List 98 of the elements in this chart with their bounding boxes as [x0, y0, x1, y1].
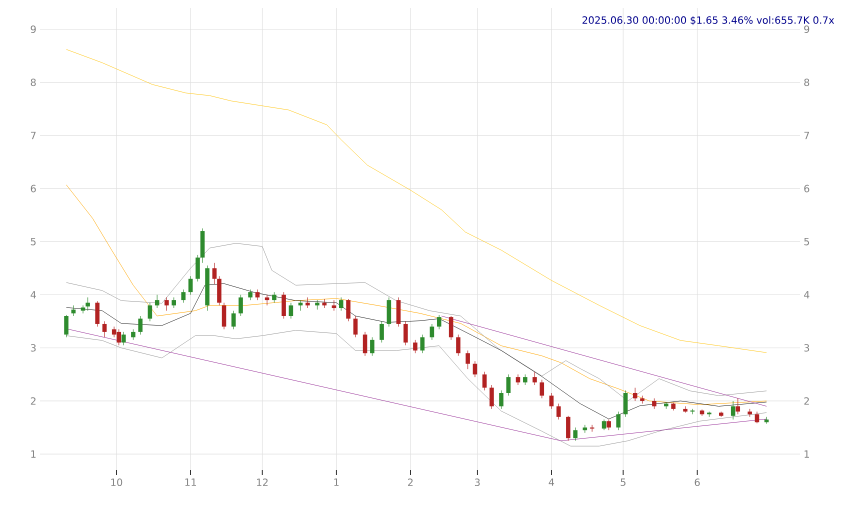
candlestick — [255, 289, 260, 300]
candlestick — [499, 390, 504, 410]
y-tick-label: 8 — [30, 78, 36, 86]
candlestick — [490, 384, 494, 410]
candlestick — [154, 294, 160, 308]
y2-tick-label: 7 — [804, 132, 810, 140]
y-tick-label: 7 — [30, 132, 36, 140]
line-series — [66, 283, 767, 420]
candlestick — [212, 262, 217, 284]
candlestick — [730, 400, 736, 420]
candlestick — [602, 419, 606, 430]
line-series — [66, 184, 767, 405]
candlestick — [322, 298, 327, 308]
candlestick — [436, 314, 442, 330]
x-tick-label: 5 — [620, 478, 626, 486]
candlestick — [754, 411, 760, 424]
candlestick — [196, 254, 200, 282]
candlestick — [298, 300, 303, 311]
y-tick-label: 6 — [30, 184, 36, 192]
candlestick — [616, 411, 621, 430]
line-series — [66, 49, 767, 353]
candlestick — [456, 334, 460, 356]
x-tick-label: 2 — [408, 478, 413, 486]
candlestick — [188, 276, 193, 296]
candlestick — [573, 427, 578, 442]
y-tick-label: 9 — [30, 25, 36, 34]
candlestick — [164, 297, 169, 311]
x-tick-label: 3 — [474, 478, 480, 486]
candlestick — [370, 336, 374, 356]
candlestick — [288, 302, 294, 319]
candlestick — [736, 398, 740, 415]
candlestick — [632, 387, 638, 402]
candlestick — [623, 390, 628, 418]
text: 2025.06.30 00:00:00 $1.65 3.46% vol:655.7K 0.7x — [582, 16, 834, 26]
candlestick — [606, 419, 611, 430]
candlestick — [532, 371, 537, 386]
candlestick — [338, 297, 344, 311]
candlestick — [315, 300, 320, 310]
y2-tick-label: 3 — [804, 344, 810, 352]
x-tick-label: 6 — [694, 478, 700, 486]
candlestick — [420, 334, 425, 354]
candlestick — [549, 392, 554, 410]
candlestick — [652, 398, 656, 410]
candlestick — [506, 374, 511, 396]
candlestick — [362, 332, 368, 356]
y2-tick-label: 5 — [804, 238, 810, 246]
candlestick — [396, 297, 401, 327]
x-tick-label: 11 — [185, 478, 196, 486]
candlestick — [222, 302, 226, 330]
candlestick — [346, 298, 350, 322]
x-tick-label: 1 — [334, 478, 339, 486]
candlestick — [430, 324, 434, 340]
candlestick — [516, 374, 520, 386]
candlestick — [138, 316, 143, 335]
candlestick — [181, 289, 186, 304]
y-tick-label: 2 — [30, 397, 36, 405]
candlestick — [556, 403, 561, 420]
candlestick — [86, 297, 90, 311]
candlestick — [64, 314, 68, 338]
y-tick-label: 4 — [30, 291, 36, 298]
x-tick-label: 10 — [111, 478, 122, 486]
y2-tick-label: 6 — [804, 184, 810, 192]
candlestick — [472, 360, 478, 378]
x-tick-label: 12 — [257, 478, 268, 486]
candlestick — [448, 316, 454, 340]
candlestick — [148, 302, 152, 322]
candlestick — [466, 350, 470, 370]
candlestick — [122, 332, 126, 346]
candlestick — [95, 300, 100, 327]
candlestick — [217, 276, 222, 306]
candlestick — [386, 297, 392, 327]
candlestick — [131, 328, 136, 340]
x-tick-label: 4 — [548, 478, 554, 486]
candlestick — [102, 321, 107, 338]
y2-tick-label: 2 — [804, 397, 809, 405]
candlestick — [482, 371, 487, 391]
candlestick — [566, 416, 570, 442]
candlestick — [272, 292, 276, 304]
y-tick-label: 3 — [30, 344, 36, 352]
candlestick — [353, 316, 358, 338]
y-tick-label: 5 — [30, 238, 36, 246]
candlestick — [306, 297, 310, 308]
candlestick — [248, 289, 252, 300]
y2-tick-label: 8 — [804, 78, 810, 86]
candlestick — [523, 374, 528, 386]
candlestick — [380, 321, 384, 343]
y2-tick-label: 1 — [804, 450, 809, 458]
candlestick — [404, 321, 408, 346]
candlestick — [231, 310, 236, 330]
y2-tick-label: 4 — [804, 291, 810, 298]
candlestick — [282, 292, 286, 319]
candlestick — [540, 379, 544, 399]
candlestick — [172, 297, 176, 308]
y-tick-label: 1 — [31, 450, 36, 458]
candlestick — [71, 305, 76, 316]
candlestick — [238, 294, 243, 316]
y2-tick-label: 9 — [804, 25, 810, 34]
candlestick — [413, 340, 418, 354]
